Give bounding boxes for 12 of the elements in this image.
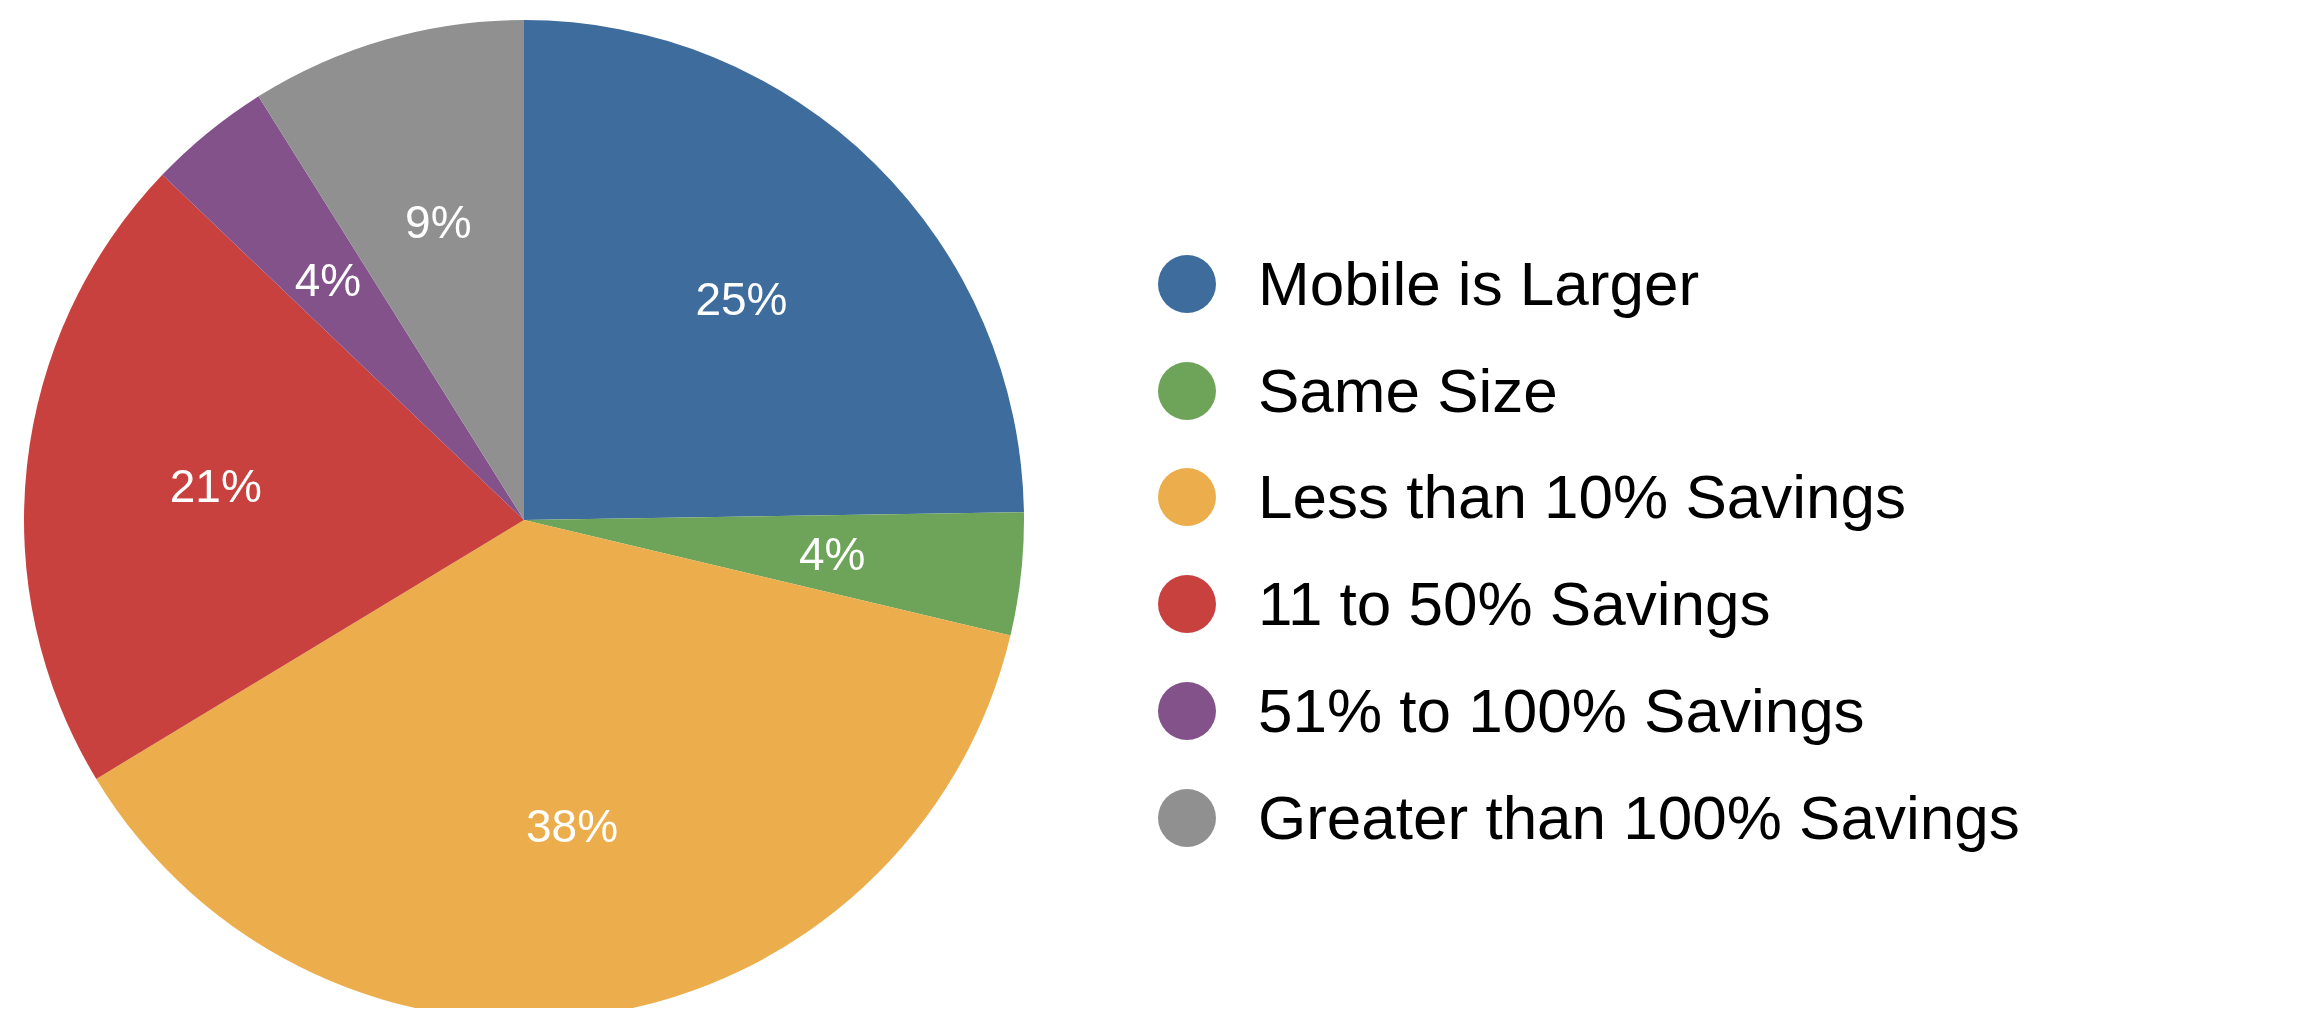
- data-label: 21%: [169, 460, 262, 513]
- data-label: 9%: [405, 196, 472, 249]
- legend-label: 51% to 100% Savings: [1258, 675, 1865, 745]
- data-label: 38%: [525, 800, 619, 853]
- data-label: 25%: [695, 273, 788, 326]
- data-label: 4%: [294, 253, 362, 306]
- legend-label: Less than 10% Savings: [1258, 462, 1906, 532]
- legend-label: Greater than 100% Savings: [1258, 782, 2020, 852]
- data-label: 4%: [798, 527, 866, 580]
- legend-label: Same Size: [1258, 355, 1558, 425]
- legend-label: 11 to 50% Savings: [1258, 569, 1771, 639]
- legend-label: Mobile is Larger: [1258, 248, 1700, 318]
